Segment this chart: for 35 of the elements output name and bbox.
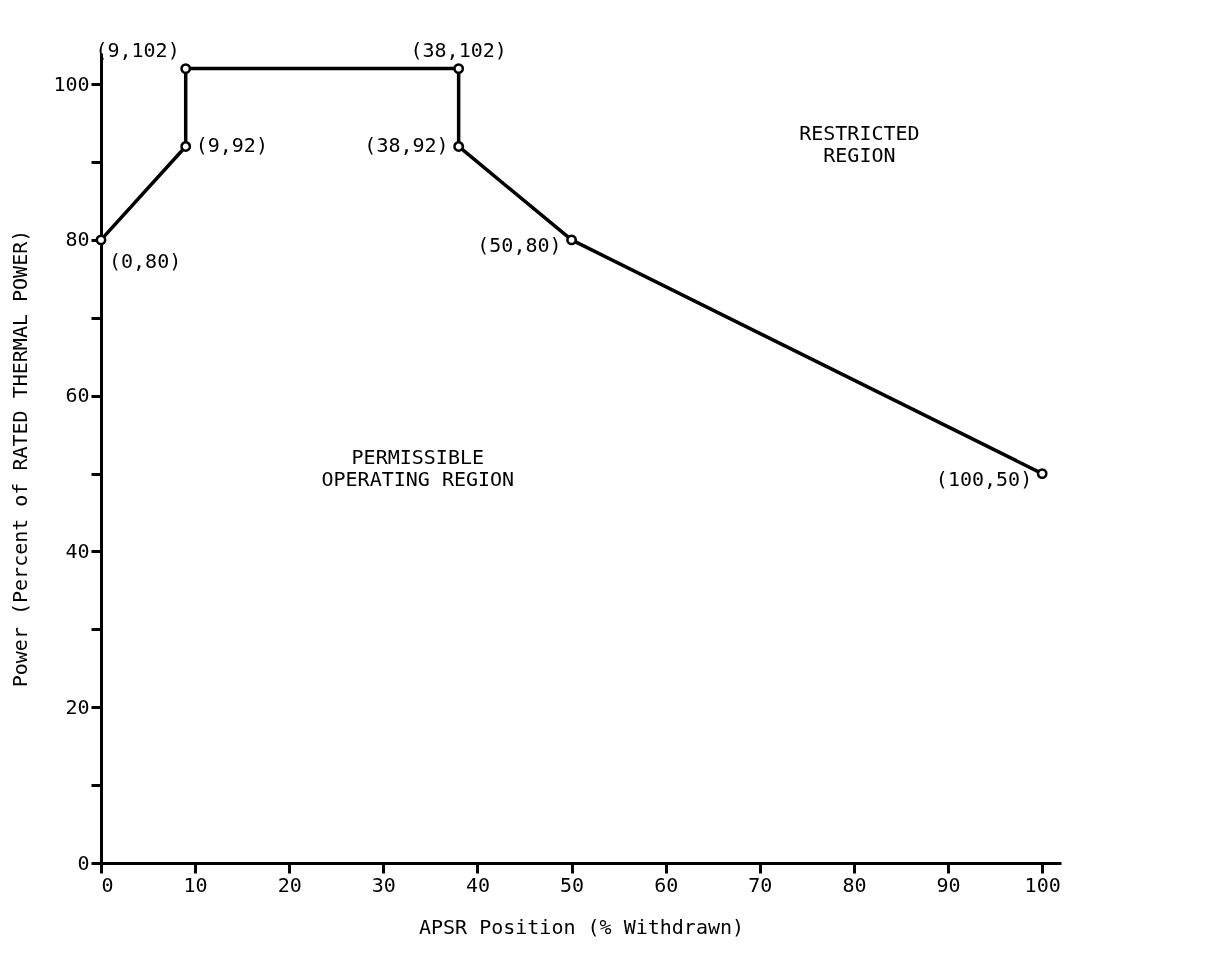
point (566, 234, 578, 246)
annotation: (38,102) (410, 37, 507, 62)
y-axis-title: Power (Percent of RATED THERMAL POWER) (8, 229, 33, 688)
x-tick-label: 50 (560, 872, 585, 897)
annotation: (0,80) (109, 248, 182, 273)
y-tick-label: 100 (53, 71, 90, 96)
y-tick-label: 0 (77, 850, 90, 875)
y-tick-label: 40 (65, 538, 90, 563)
annotation: (9,102) (95, 37, 180, 62)
annotation: RESTRICTED REGION (799, 121, 920, 167)
x-tick-label: 20 (277, 872, 302, 897)
annotation: PERMISSIBLE OPERATING REGION (321, 445, 515, 491)
x-axis-title: APSR Position (% Withdrawn) (418, 914, 745, 939)
x-tick-label: 60 (654, 872, 679, 897)
point (453, 63, 465, 74)
y-tick-label: 20 (65, 694, 90, 719)
x-tick-label: 40 (465, 872, 491, 897)
annotation: (38,92) (364, 133, 449, 158)
point (180, 63, 192, 74)
x-tick-label: 0 (101, 872, 114, 897)
point (453, 141, 465, 152)
point (180, 141, 192, 152)
annotation: (9,92) (195, 133, 268, 158)
x-tick-label: 70 (748, 872, 773, 897)
x-tick-label: 30 (371, 872, 396, 897)
y-tick-label: 60 (65, 383, 90, 408)
point (95, 234, 107, 246)
annotation: (100,50) (935, 466, 1033, 491)
x-tick-label: 90 (936, 872, 961, 897)
x-tick-label: 10 (183, 872, 208, 897)
annotation: (50,80) (477, 232, 562, 257)
y-tick-label: 80 (65, 227, 90, 252)
x-tick-label: 100 (1024, 872, 1061, 897)
point (1036, 468, 1048, 479)
x-tick-label: 80 (842, 872, 867, 897)
